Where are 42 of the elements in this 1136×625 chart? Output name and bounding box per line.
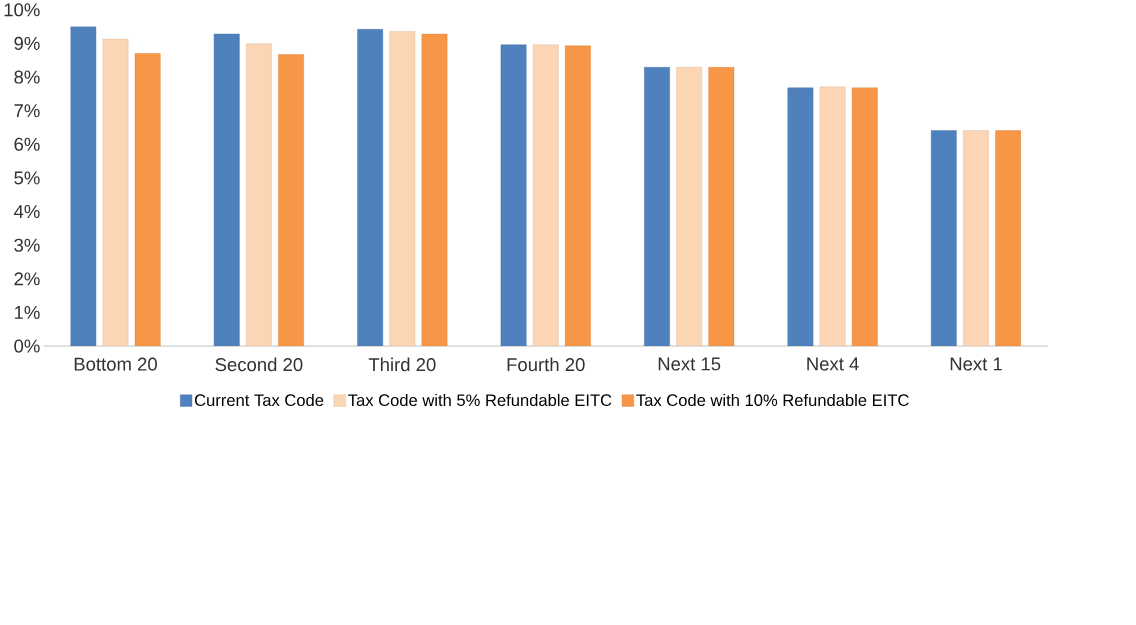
bar [357, 29, 384, 346]
x-tick-label: Bottom 20 [74, 357, 157, 371]
bar [644, 67, 670, 346]
y-tick-label: 7% [14, 104, 40, 118]
bar [70, 26, 97, 346]
bar [421, 33, 448, 346]
bar [851, 87, 878, 346]
bar [708, 67, 735, 346]
y-tick-label: 6% [14, 137, 40, 151]
x-tick-label: Next 1 [950, 357, 1002, 371]
bar [500, 44, 527, 346]
legend-label: Current Tax Code [194, 393, 324, 406]
y-tick-label: 5% [14, 171, 40, 185]
y-tick-label: 8% [14, 70, 40, 84]
x-tick-label: Fourth 20 [507, 357, 585, 372]
bar [102, 38, 129, 346]
bar [676, 67, 703, 346]
bar [930, 130, 957, 346]
x-tick-label: Third 20 [368, 357, 436, 372]
y-tick-label: 10% [4, 3, 40, 17]
bar [134, 53, 161, 346]
legend-label: Tax Code with 5% Refundable EITC [348, 393, 612, 406]
y-tick-label: 3% [14, 238, 40, 252]
x-tick-label: Next 4 [807, 357, 859, 371]
bar [565, 45, 591, 346]
bar [389, 31, 416, 346]
bar [819, 86, 846, 346]
x-tick-label: Second 20 [215, 357, 303, 372]
bar [787, 87, 814, 346]
legend-label: Tax Code with 10% Refundable EITC [636, 393, 909, 406]
y-tick-label: 1% [14, 305, 40, 319]
bar [246, 43, 272, 346]
bar [278, 54, 304, 346]
x-tick-label: Next 15 [658, 357, 721, 371]
y-tick-label: 0% [14, 339, 40, 353]
bar [995, 130, 1022, 346]
y-tick-label: 2% [14, 272, 40, 286]
y-tick-label: 9% [14, 36, 40, 50]
bar [963, 130, 989, 346]
y-tick-label: 4% [13, 205, 40, 218]
bar [532, 44, 559, 346]
bar [213, 33, 240, 346]
